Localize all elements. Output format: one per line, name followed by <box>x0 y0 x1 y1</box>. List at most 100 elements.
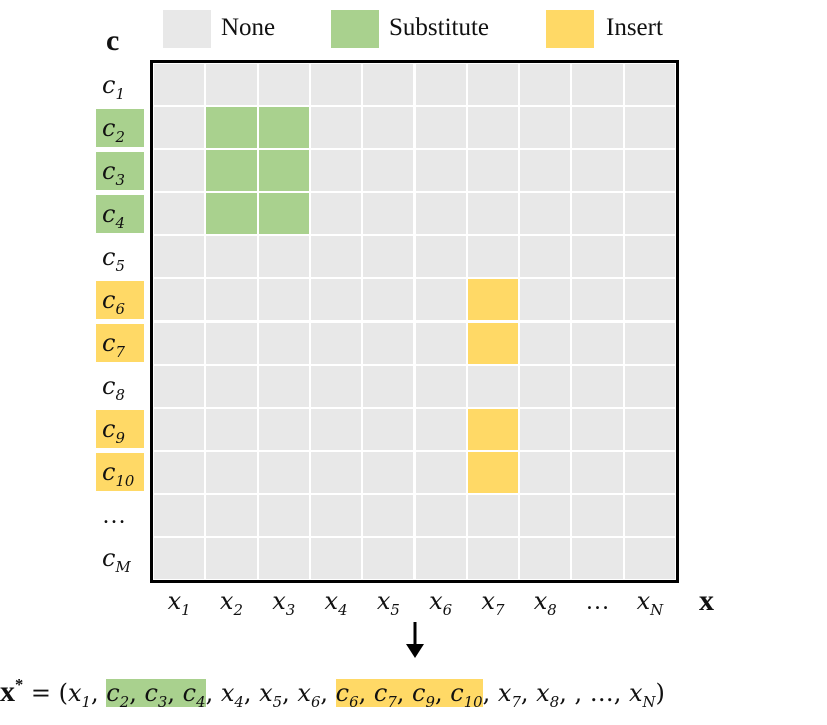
matrix-cell-none <box>206 537 257 579</box>
matrix-cell-none <box>363 107 414 149</box>
matrix-cell-none <box>154 494 205 536</box>
column-label: x7 <box>481 587 505 619</box>
column-label: xN <box>636 587 664 619</box>
matrix-cell-none <box>258 236 309 278</box>
matrix-cell-none <box>258 279 309 321</box>
column-label: x6 <box>429 587 453 619</box>
formula-equals: = ( <box>23 679 68 707</box>
matrix-cell-none <box>467 64 519 106</box>
matrix-cell-none <box>624 494 675 536</box>
matrix-cell-insert <box>467 322 519 364</box>
matrix-cell-none <box>415 107 466 149</box>
matrix-cell-none <box>572 322 623 364</box>
matrix-cell-none <box>624 279 675 321</box>
matrix-cell-none <box>467 365 519 407</box>
matrix-cell-none <box>624 451 675 493</box>
down-arrow-icon <box>406 622 424 658</box>
matrix-cell-none <box>154 322 205 364</box>
matrix-cell-none <box>572 107 623 149</box>
matrix-cell-none <box>363 408 414 450</box>
matrix-cell-none <box>415 451 466 493</box>
matrix-cell-none <box>415 279 466 321</box>
matrix-cell-none <box>363 236 414 278</box>
matrix-cell-none <box>415 236 466 278</box>
formula-group-none: x4, x5, x6 <box>220 679 321 711</box>
matrix-cell-none <box>624 236 675 278</box>
column-label: x8 <box>533 587 557 619</box>
row-label: c7 <box>96 324 144 363</box>
matrix-cell-none <box>572 451 623 493</box>
matrix-cell-none <box>154 193 205 235</box>
row-label: cM <box>102 544 131 577</box>
matrix-cell-none <box>415 365 466 407</box>
matrix-cell-none <box>363 451 414 493</box>
matrix-cell-none <box>310 494 362 536</box>
matrix-cell-none <box>624 193 675 235</box>
matrix-cell-none <box>415 537 466 579</box>
matrix-cell-none <box>520 322 571 364</box>
matrix-cell-none <box>206 279 257 321</box>
matrix-cell-none <box>572 64 623 106</box>
row-label: c4 <box>96 194 144 233</box>
matrix-cell-substitute <box>258 107 309 149</box>
matrix-cell-none <box>154 537 205 579</box>
row-label: c8 <box>102 372 125 404</box>
matrix-cell-none <box>258 365 309 407</box>
matrix-cell-none <box>154 408 205 450</box>
matrix-cell-none <box>520 236 571 278</box>
matrix-cell-none <box>624 537 675 579</box>
matrix-cell-insert <box>467 408 519 450</box>
matrix-cell-none <box>624 64 675 106</box>
matrix-cell-substitute <box>206 150 257 192</box>
matrix-cell-none <box>467 537 519 579</box>
formula-ellipsis: , …, <box>574 679 629 707</box>
matrix-cell-none <box>258 451 309 493</box>
matrix-cell-none <box>154 64 205 106</box>
matrix-cell-none <box>624 150 675 192</box>
matrix-cell-none <box>363 150 414 192</box>
matrix-cell-none <box>624 107 675 149</box>
column-label: x1 <box>167 587 191 619</box>
matrix-cell-none <box>415 322 466 364</box>
matrix-cell-none <box>258 408 309 450</box>
matrix-cell-none <box>415 150 466 192</box>
matrix-cell-none <box>363 494 414 536</box>
matrix-cell-none <box>363 64 414 106</box>
output-formula: x* = (x1, c2, c3, c4, x4, x5, x6, c6, c7… <box>0 675 665 711</box>
matrix-cell-none <box>467 107 519 149</box>
matrix-cell-substitute <box>206 107 257 149</box>
matrix-cell-none <box>624 365 675 407</box>
matrix-cell-none <box>520 279 571 321</box>
matrix-cell-none <box>415 193 466 235</box>
row-label: c6 <box>96 280 144 319</box>
matrix-cell-none <box>363 365 414 407</box>
matrix-cell-none <box>467 150 519 192</box>
matrix-cell-none <box>154 236 205 278</box>
matrix-cell-none <box>520 408 571 450</box>
matrix-cell-none <box>572 537 623 579</box>
matrix-cell-none <box>258 537 309 579</box>
matrix-cell-none <box>154 150 205 192</box>
row-label: c9 <box>96 410 144 449</box>
column-label: x5 <box>376 587 400 619</box>
matrix-cell-none <box>363 279 414 321</box>
matrix-cell-none <box>415 408 466 450</box>
formula-group-substitute: c2, c3, c4 <box>106 679 206 711</box>
column-axis-label: x <box>699 584 714 617</box>
matrix-cell-none <box>624 408 675 450</box>
matrix-cell-none <box>363 322 414 364</box>
row-label: c2 <box>96 108 144 147</box>
matrix-cell-none <box>206 64 257 106</box>
column-label: … <box>585 589 610 615</box>
matrix-cell-none <box>206 408 257 450</box>
matrix-cell-none <box>520 193 571 235</box>
matrix-cell-none <box>310 451 362 493</box>
formula-group-none: x7, x8 <box>497 679 560 711</box>
matrix-cell-none <box>467 494 519 536</box>
legend-label-insert: Insert <box>606 14 663 41</box>
matrix-cell-none <box>520 494 571 536</box>
matrix-cell-none <box>310 322 362 364</box>
matrix-cell-none <box>572 193 623 235</box>
formula-lhs: x* <box>0 675 24 708</box>
legend-swatch-insert <box>546 10 594 48</box>
